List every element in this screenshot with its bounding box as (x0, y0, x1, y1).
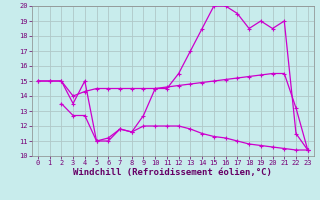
X-axis label: Windchill (Refroidissement éolien,°C): Windchill (Refroidissement éolien,°C) (73, 168, 272, 177)
